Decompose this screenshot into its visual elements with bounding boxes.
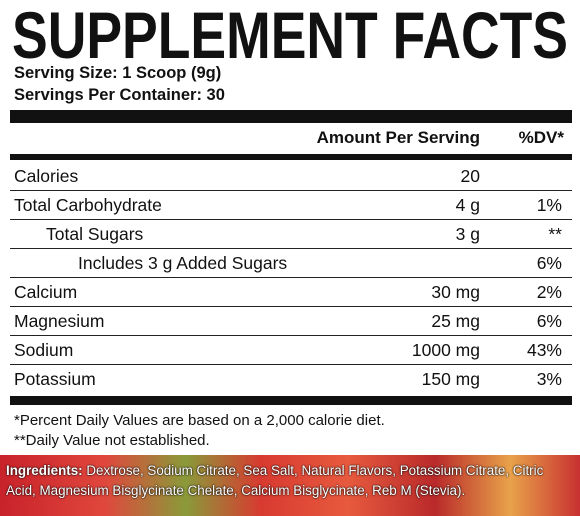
nutrient-name: Includes 3 g Added Sugars: [78, 253, 288, 273]
daily-value: 6%: [536, 253, 562, 273]
amount: 20: [460, 166, 480, 186]
ingredients: Ingredients: Dextrose, Sodium Citrate, S…: [6, 461, 574, 501]
amount: 4 g: [455, 195, 480, 215]
divider: [10, 396, 572, 405]
table-row: Calcium 30 mg 2%: [10, 277, 572, 307]
nutrient-name: Potassium: [14, 369, 96, 389]
daily-value: 1%: [536, 195, 562, 215]
amount: 30 mg: [431, 282, 480, 302]
nutrient-name: Calcium: [14, 282, 78, 302]
divider: [10, 154, 572, 160]
ingredients-text: Dextrose, Sodium Citrate, Sea Salt, Natu…: [6, 463, 544, 498]
daily-value: 6%: [536, 311, 562, 331]
table-row: Total Carbohydrate 4 g 1%: [10, 190, 572, 220]
divider: [10, 110, 572, 123]
serving-size: Serving Size: 1 Scoop (9g): [14, 64, 222, 82]
amount: 3 g: [455, 224, 480, 244]
ingredients-band: Ingredients: Dextrose, Sodium Citrate, S…: [0, 455, 580, 516]
nutrient-name: Total Carbohydrate: [14, 195, 162, 215]
column-header: Amount Per Serving: [316, 128, 480, 147]
daily-value: 43%: [526, 340, 562, 360]
title: SUPPLEMENT FACTS: [12, 0, 568, 66]
daily-value: 2%: [536, 282, 562, 302]
amount: 25 mg: [431, 311, 480, 331]
footnote: **Daily Value not established.: [14, 432, 210, 449]
footnote: *Percent Daily Values are based on a 2,0…: [14, 412, 385, 429]
table-row: Total Sugars 3 g **: [10, 219, 572, 249]
amount: 1000 mg: [411, 340, 480, 360]
column-header: %DV*: [518, 128, 564, 147]
servings-per-container: Servings Per Container: 30: [14, 86, 225, 104]
table-row: Sodium 1000 mg 43%: [10, 335, 572, 365]
nutrient-name: Sodium: [14, 340, 74, 360]
title-box: SUPPLEMENT FACTS: [12, 0, 568, 66]
nutrient-name: Total Sugars: [46, 224, 144, 244]
amount: 150 mg: [421, 369, 480, 389]
daily-value: **: [548, 224, 562, 244]
daily-value: 3%: [536, 369, 562, 389]
table-row: Magnesium 25 mg 6%: [10, 306, 572, 336]
table-row: Potassium 150 mg 3%: [10, 364, 572, 393]
table-row: Includes 3 g Added Sugars 6%: [10, 248, 572, 278]
ingredients-label: Ingredients:: [6, 463, 83, 478]
table-row: Calories 20: [10, 161, 572, 191]
nutrient-name: Magnesium: [14, 311, 105, 331]
nutrient-name: Calories: [14, 166, 79, 186]
